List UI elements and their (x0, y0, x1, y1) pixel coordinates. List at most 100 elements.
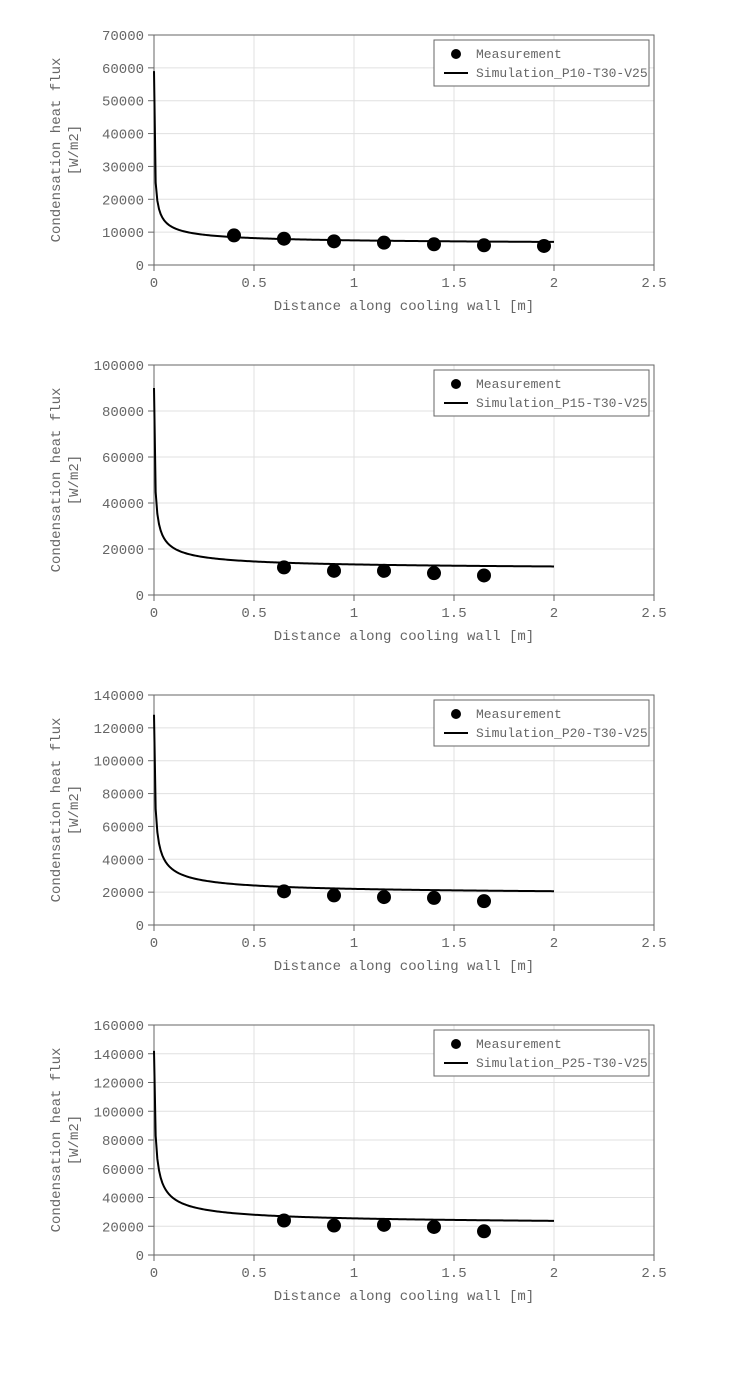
legend-simulation-label: Simulation_P10-T30-V25 (476, 66, 648, 81)
y-axis-label: Condensation heat flux (49, 718, 65, 903)
legend-simulation-label: Simulation_P25-T30-V25 (476, 1056, 648, 1071)
chart-panel-2: 00.511.522.50200004000060000800001000001… (34, 680, 714, 980)
y-tick-label: 80000 (101, 405, 143, 421)
x-tick-label: 1.5 (441, 1266, 466, 1282)
y-tick-label: 80000 (101, 1134, 143, 1150)
legend-marker-icon (451, 709, 461, 719)
x-tick-label: 0 (149, 936, 157, 952)
measurement-marker (277, 884, 291, 898)
y-tick-label: 100000 (93, 1105, 143, 1121)
legend-measurement-label: Measurement (476, 377, 562, 392)
measurement-marker (377, 1218, 391, 1232)
x-tick-label: 2.5 (641, 936, 666, 952)
measurement-marker (327, 564, 341, 578)
y-tick-label: 60000 (101, 1163, 143, 1179)
x-axis-label: Distance along cooling wall [m] (273, 959, 533, 975)
y-axis-label: Condensation heat flux (49, 388, 65, 573)
x-tick-label: 2.5 (641, 276, 666, 292)
measurement-marker (327, 888, 341, 902)
y-tick-label: 0 (135, 1249, 143, 1265)
x-tick-label: 0.5 (241, 936, 266, 952)
x-tick-label: 2 (549, 606, 557, 622)
y-tick-label: 120000 (93, 1077, 143, 1093)
x-tick-label: 1.5 (441, 936, 466, 952)
y-tick-label: 160000 (93, 1019, 143, 1035)
measurement-marker (327, 1219, 341, 1233)
x-tick-label: 2 (549, 276, 557, 292)
y-tick-label: 0 (135, 259, 143, 275)
y-tick-label: 0 (135, 919, 143, 935)
x-tick-label: 0 (149, 276, 157, 292)
x-tick-label: 2 (549, 936, 557, 952)
x-tick-label: 0.5 (241, 606, 266, 622)
y-tick-label: 20000 (101, 886, 143, 902)
chart-svg: 00.511.522.50200004000060000800001000001… (34, 680, 674, 980)
chart-panel-3: 00.511.522.50200004000060000800001000001… (34, 1010, 714, 1310)
y-tick-label: 40000 (101, 128, 143, 144)
measurement-marker (477, 238, 491, 252)
x-tick-label: 0 (149, 1266, 157, 1282)
y-axis-label: [W/m2] (67, 455, 83, 505)
y-tick-label: 140000 (93, 1048, 143, 1064)
chart-panel-0: 00.511.522.50100002000030000400005000060… (34, 20, 714, 320)
y-axis-label: [W/m2] (67, 125, 83, 175)
chart-svg: 00.511.522.50100002000030000400005000060… (34, 20, 674, 320)
y-tick-label: 20000 (101, 1220, 143, 1236)
y-axis-label: [W/m2] (67, 785, 83, 835)
y-tick-label: 40000 (101, 853, 143, 869)
legend-measurement-label: Measurement (476, 707, 562, 722)
x-tick-label: 0.5 (241, 1266, 266, 1282)
x-tick-label: 1 (349, 936, 357, 952)
x-tick-label: 2.5 (641, 1266, 666, 1282)
y-tick-label: 50000 (101, 95, 143, 111)
y-tick-label: 70000 (101, 29, 143, 45)
legend-marker-icon (451, 49, 461, 59)
y-tick-label: 40000 (101, 1192, 143, 1208)
y-tick-label: 40000 (101, 497, 143, 513)
x-tick-label: 0.5 (241, 276, 266, 292)
y-tick-label: 20000 (101, 193, 143, 209)
y-tick-label: 60000 (101, 820, 143, 836)
measurement-marker (377, 564, 391, 578)
measurement-marker (477, 568, 491, 582)
y-tick-label: 30000 (101, 160, 143, 176)
y-tick-label: 80000 (101, 788, 143, 804)
measurement-marker (477, 894, 491, 908)
x-tick-label: 0 (149, 606, 157, 622)
y-tick-label: 60000 (101, 451, 143, 467)
y-axis-label: [W/m2] (67, 1115, 83, 1165)
legend-marker-icon (451, 379, 461, 389)
y-tick-label: 10000 (101, 226, 143, 242)
x-tick-label: 1.5 (441, 276, 466, 292)
x-tick-label: 1 (349, 1266, 357, 1282)
legend-measurement-label: Measurement (476, 1037, 562, 1052)
x-tick-label: 2.5 (641, 606, 666, 622)
y-tick-label: 120000 (93, 722, 143, 738)
measurement-marker (227, 228, 241, 242)
y-axis-label: Condensation heat flux (49, 58, 65, 243)
y-tick-label: 0 (135, 589, 143, 605)
measurement-marker (277, 1214, 291, 1228)
legend-marker-icon (451, 1039, 461, 1049)
chart-svg: 0 0.5 1 1.5 2 2.5 0 20000 40000 60000 80000 100000 D… (34, 350, 674, 650)
legend-simulation-label: Simulation_P20-T30-V25 (476, 726, 648, 741)
measurement-marker (427, 891, 441, 905)
measurement-marker (327, 234, 341, 248)
legend-simulation-label: Simulation_P15-T30-V25 (476, 396, 648, 411)
measurement-marker (277, 560, 291, 574)
measurement-marker (377, 236, 391, 250)
measurement-marker (537, 239, 551, 253)
x-tick-label: 1 (349, 606, 357, 622)
measurement-marker (277, 232, 291, 246)
y-tick-label: 60000 (101, 62, 143, 78)
measurement-marker (427, 566, 441, 580)
x-tick-label: 1.5 (441, 606, 466, 622)
measurement-marker (427, 1220, 441, 1234)
chart-panel-1: 0 0.5 1 1.5 2 2.5 0 20000 40000 60000 80000 100000 D… (34, 350, 714, 650)
y-tick-label: 20000 (101, 543, 143, 559)
y-tick-label: 100000 (93, 359, 143, 375)
x-axis-label: Distance along cooling wall [m] (273, 1289, 533, 1305)
legend-measurement-label: Measurement (476, 47, 562, 62)
y-tick-label: 140000 (93, 689, 143, 705)
x-axis-label: Distance along cooling wall [m] (273, 629, 533, 645)
